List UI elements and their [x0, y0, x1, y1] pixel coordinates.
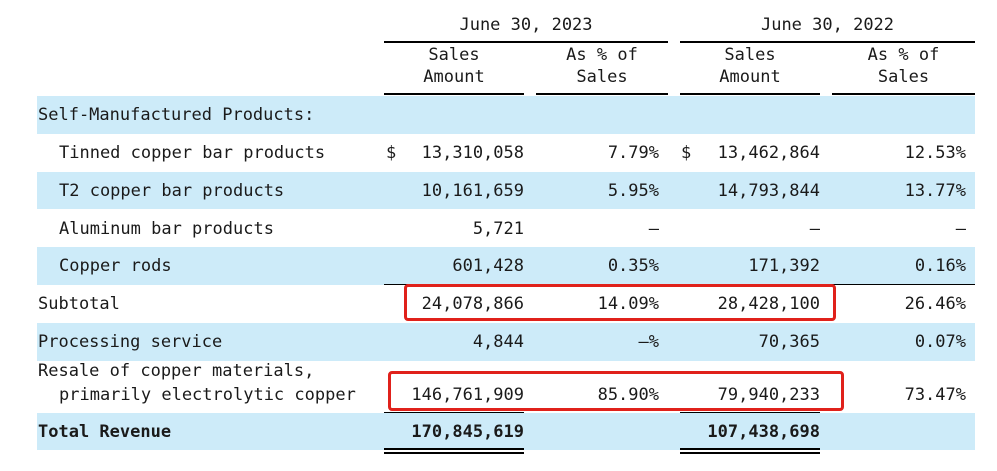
amount-2023: 5,721: [472, 219, 524, 239]
col-header-line1: Sales: [724, 45, 776, 65]
resale-pct-2022: 73.47%: [904, 385, 966, 405]
col-header-line1: As % of: [867, 45, 940, 65]
resale-amount-2022: 79,940,233: [717, 385, 820, 405]
resale-rule: [384, 412, 524, 413]
band-section-title: [37, 96, 975, 134]
period-2023-rule: [384, 41, 668, 43]
total-double-rule: [384, 448, 524, 450]
row-label: Tinned copper bar products: [59, 143, 326, 163]
subtotal-pct-2022: 26.46%: [904, 294, 966, 314]
col-header-line2: Sales: [877, 67, 930, 87]
period-2022-rule: [680, 41, 975, 43]
resale-pct-2023: 85.90%: [597, 385, 659, 405]
row-label: T2 copper bar products: [59, 181, 285, 201]
subtotal-amount-2022: 28,428,100: [717, 294, 820, 314]
total-double-rule: [680, 452, 820, 454]
row-label: Copper rods: [59, 256, 172, 276]
pct-2022: 0.16%: [914, 256, 966, 276]
col-pct-2023-header: As % of Sales: [536, 44, 668, 88]
pct-2023: 5.95%: [607, 181, 659, 201]
col-header-line2: Amount: [719, 67, 781, 87]
col-header-line2: Amount: [423, 67, 485, 87]
resale-label-line1: Resale of copper materials,: [38, 361, 315, 381]
currency-symbol: $: [386, 143, 397, 163]
col-amount-2022-header: Sales Amount: [680, 44, 820, 88]
amount-2022: —: [809, 219, 820, 239]
band-row-2: [37, 172, 975, 209]
total-double-rule: [384, 452, 524, 454]
pct-2023: 0.35%: [607, 256, 659, 276]
col-amount-2023-header: Sales Amount: [384, 44, 524, 88]
col-header-line2: Sales: [576, 67, 628, 87]
period-2023-header: June 30, 2023: [459, 15, 593, 35]
amount-2022: 14,793,844: [717, 181, 820, 201]
amount-2023: 10,161,659: [421, 181, 524, 201]
resale-amount-2023: 146,761,909: [411, 385, 524, 405]
band-row-4: [37, 247, 975, 285]
total-amount-2023: 170,845,619: [411, 422, 524, 442]
col-header-rule: [680, 93, 820, 95]
band-total: [37, 413, 975, 450]
col-header-rule: [832, 93, 975, 95]
pct-2023: —: [648, 219, 659, 239]
rows-rule: [832, 284, 975, 285]
col-header-line1: As % of: [566, 45, 638, 65]
currency-symbol: $: [681, 143, 692, 163]
band-processing: [37, 323, 975, 361]
amount-2023: 13,310,058: [421, 143, 524, 163]
col-header-rule: [384, 93, 524, 95]
subtotal-amount-2023: 24,078,866: [421, 294, 524, 314]
total-amount-2022: 107,438,698: [707, 422, 820, 442]
processing-amount-2023: 4,844: [472, 332, 524, 352]
period-2022-header: June 30, 2022: [760, 15, 895, 35]
subtotal-highlight-box: [404, 284, 836, 321]
amount-2023: 601,428: [452, 256, 524, 276]
subtotal-pct-2023: 14.09%: [597, 294, 659, 314]
pct-2022: 12.53%: [904, 143, 966, 163]
total-double-rule: [680, 448, 820, 450]
subtotal-label: Subtotal: [38, 294, 120, 314]
col-header-line1: Sales: [428, 45, 480, 65]
processing-pct-2022: 0.07%: [914, 332, 966, 352]
pct-2022: —: [955, 219, 966, 239]
resale-label-line2: primarily electrolytic copper: [59, 385, 356, 405]
row-label: Aluminum bar products: [59, 219, 274, 239]
processing-pct-2023: —%: [638, 332, 659, 352]
amount-2022: 13,462,864: [717, 143, 820, 163]
section-title: Self-Manufactured Products:: [38, 105, 315, 125]
pct-2023: 7.79%: [607, 143, 659, 163]
resale-rule: [680, 412, 820, 413]
col-header-rule: [536, 93, 668, 95]
processing-amount-2022: 70,365: [758, 332, 820, 352]
col-pct-2022-header: As % of Sales: [832, 44, 975, 88]
resale-highlight-box: [388, 371, 844, 411]
processing-label: Processing service: [38, 332, 223, 352]
pct-2022: 13.77%: [904, 181, 966, 201]
amount-2022: 171,392: [748, 256, 820, 276]
total-label: Total Revenue: [38, 422, 172, 442]
